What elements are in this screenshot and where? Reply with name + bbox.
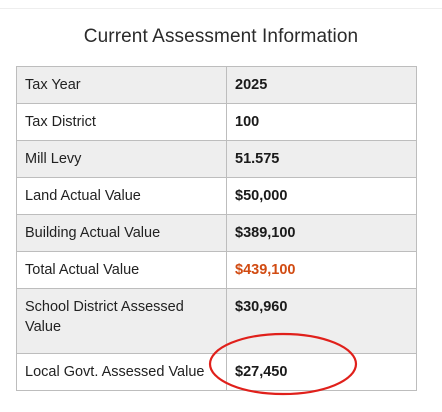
mill-levy-label: Mill Levy xyxy=(16,140,227,178)
local-govt-assessed-value-value: $27,450 xyxy=(226,353,417,391)
land-actual-value-label: Land Actual Value xyxy=(16,177,227,215)
total-actual-value-label: Total Actual Value xyxy=(16,251,227,289)
tax-year-label: Tax Year xyxy=(16,66,227,104)
table-row: School District Assessed Value $30,960 xyxy=(16,288,417,354)
tax-district-value: 100 xyxy=(226,103,417,141)
school-district-assessed-value-value: $30,960 xyxy=(226,288,417,354)
table-row: Tax Year 2025 xyxy=(16,66,417,104)
table-row: Total Actual Value $439,100 xyxy=(16,251,417,289)
building-actual-value-label: Building Actual Value xyxy=(16,214,227,252)
school-district-assessed-value-label: School District Assessed Value xyxy=(16,288,227,354)
top-divider xyxy=(0,8,442,9)
building-actual-value-value: $389,100 xyxy=(226,214,417,252)
land-actual-value-value: $50,000 xyxy=(226,177,417,215)
tax-district-label: Tax District xyxy=(16,103,227,141)
table-row: Land Actual Value $50,000 xyxy=(16,177,417,215)
section-title: Current Assessment Information xyxy=(83,26,359,47)
table-row: Local Govt. Assessed Value $27,450 xyxy=(16,353,417,391)
mill-levy-value: 51.575 xyxy=(226,140,417,178)
table-row: Building Actual Value $389,100 xyxy=(16,214,417,252)
tax-year-value: 2025 xyxy=(226,66,417,104)
table-row: Tax District 100 xyxy=(16,103,417,141)
local-govt-assessed-value-label: Local Govt. Assessed Value xyxy=(16,353,227,391)
assessment-table: Tax Year 2025 Tax District 100 Mill Levy… xyxy=(16,66,417,391)
total-actual-value-value: $439,100 xyxy=(226,251,417,289)
table-row: Mill Levy 51.575 xyxy=(16,140,417,178)
